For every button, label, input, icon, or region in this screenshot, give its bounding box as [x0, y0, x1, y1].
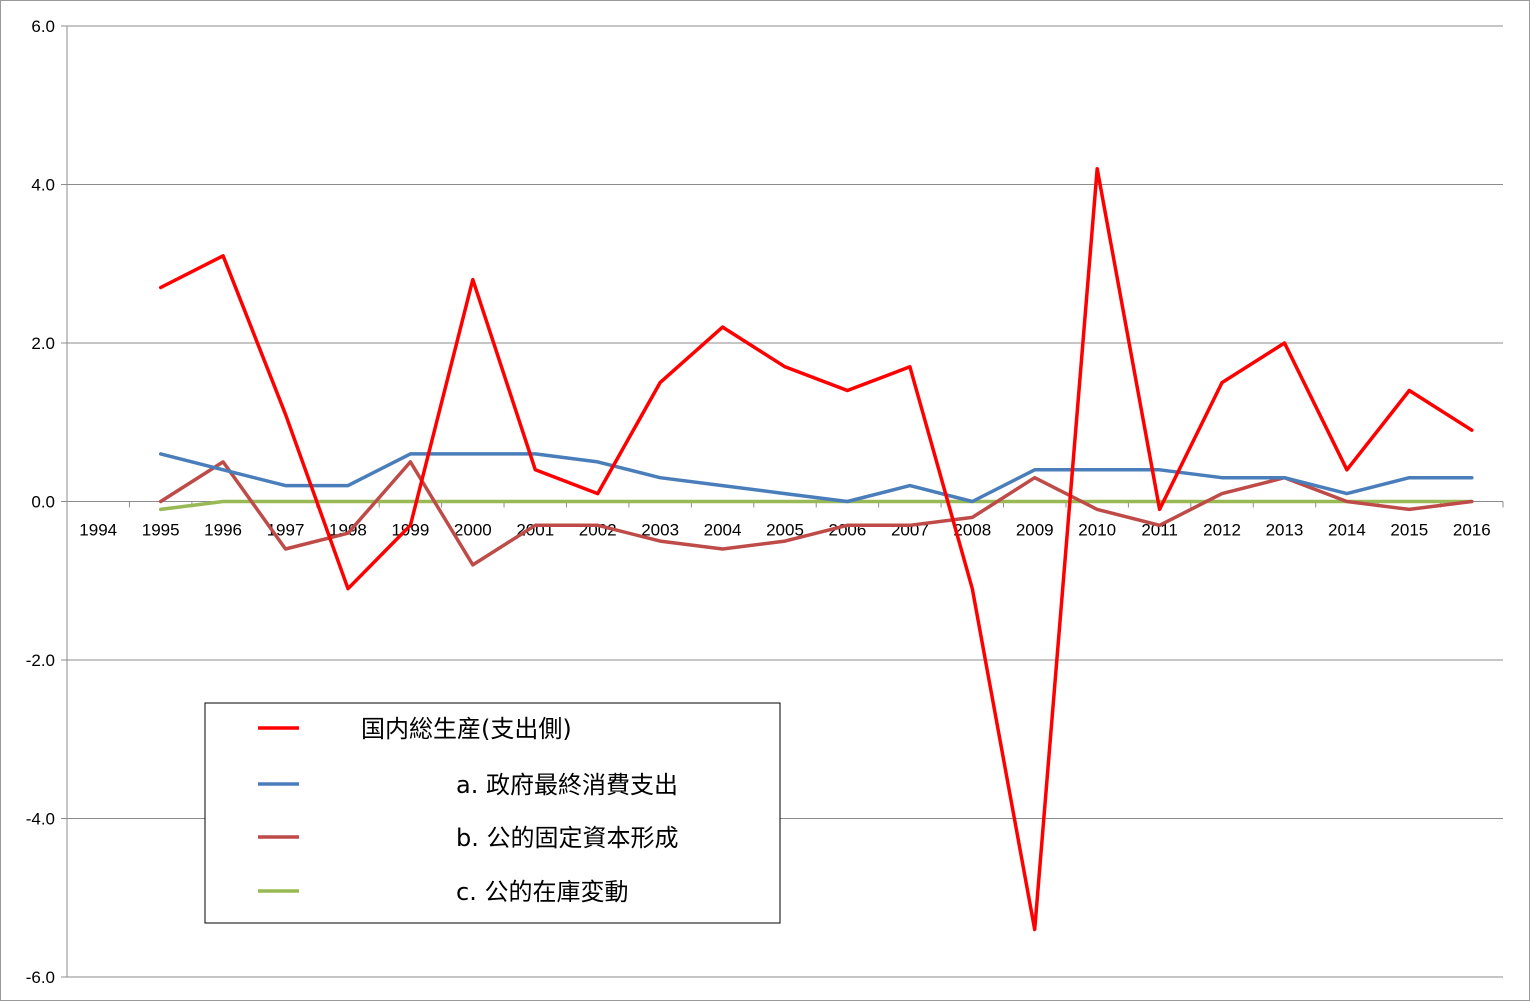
x-tick-label: 2009	[1016, 521, 1054, 540]
x-tick-label: 2001	[516, 521, 554, 540]
x-tick-label: 2015	[1390, 521, 1428, 540]
legend-box	[204, 702, 781, 924]
legend-label-1: a. 政府最終消費支出	[456, 771, 678, 799]
legend-label-3: c. 公的在庫変動	[456, 878, 628, 906]
x-tick-label: 2014	[1328, 521, 1366, 540]
series-line-2	[158, 460, 1474, 567]
x-tick-label: 1995	[142, 521, 180, 540]
series-lines	[158, 166, 1474, 932]
x-tick-label: 2011	[1141, 521, 1178, 540]
x-tick-label: 1996	[204, 521, 242, 540]
x-tick-label: 2013	[1266, 521, 1304, 540]
series-line-3	[158, 499, 1474, 512]
x-tick-label: 2012	[1203, 521, 1241, 540]
x-tick-label: 2000	[454, 521, 492, 540]
y-tick-label: 2.0	[31, 334, 55, 353]
y-tick-label: -6.0	[26, 968, 55, 987]
y-tick-label: 6.0	[31, 17, 55, 36]
legend-label-2: b. 公的固定資本形成	[456, 824, 679, 852]
x-tick-labels: 1994 1995 1996 1997 1998 1999 2000 2001 2002 2003…	[79, 521, 1490, 540]
legend: 国内総生産(支出側) a. 政府最終消費支出 b. 公的固定資本形成 c. 公的在庫変…	[204, 702, 781, 924]
x-tick-label: 2008	[953, 521, 991, 540]
y-tick-label: 0.0	[31, 493, 55, 512]
legend-label-0: 国内総生産(支出側)	[361, 715, 572, 743]
x-tick-label: 2005	[766, 521, 804, 540]
series-line-0	[158, 166, 1474, 932]
x-tick-label: 2004	[704, 521, 742, 540]
y-tick-label: -4.0	[26, 810, 55, 829]
y-tick-label: -2.0	[26, 651, 55, 670]
x-tick-label: 2003	[641, 521, 679, 540]
x-tick-label: 2010	[1078, 521, 1116, 540]
y-tick-labels: 6.0 4.0 2.0 0.0 -2.0 -4.0 -6.0	[26, 17, 55, 987]
y-tick-label: 4.0	[31, 176, 55, 195]
x-tick-label: 2016	[1453, 521, 1491, 540]
x-tick-label: 1994	[79, 521, 117, 540]
series-line-1	[158, 452, 1474, 504]
